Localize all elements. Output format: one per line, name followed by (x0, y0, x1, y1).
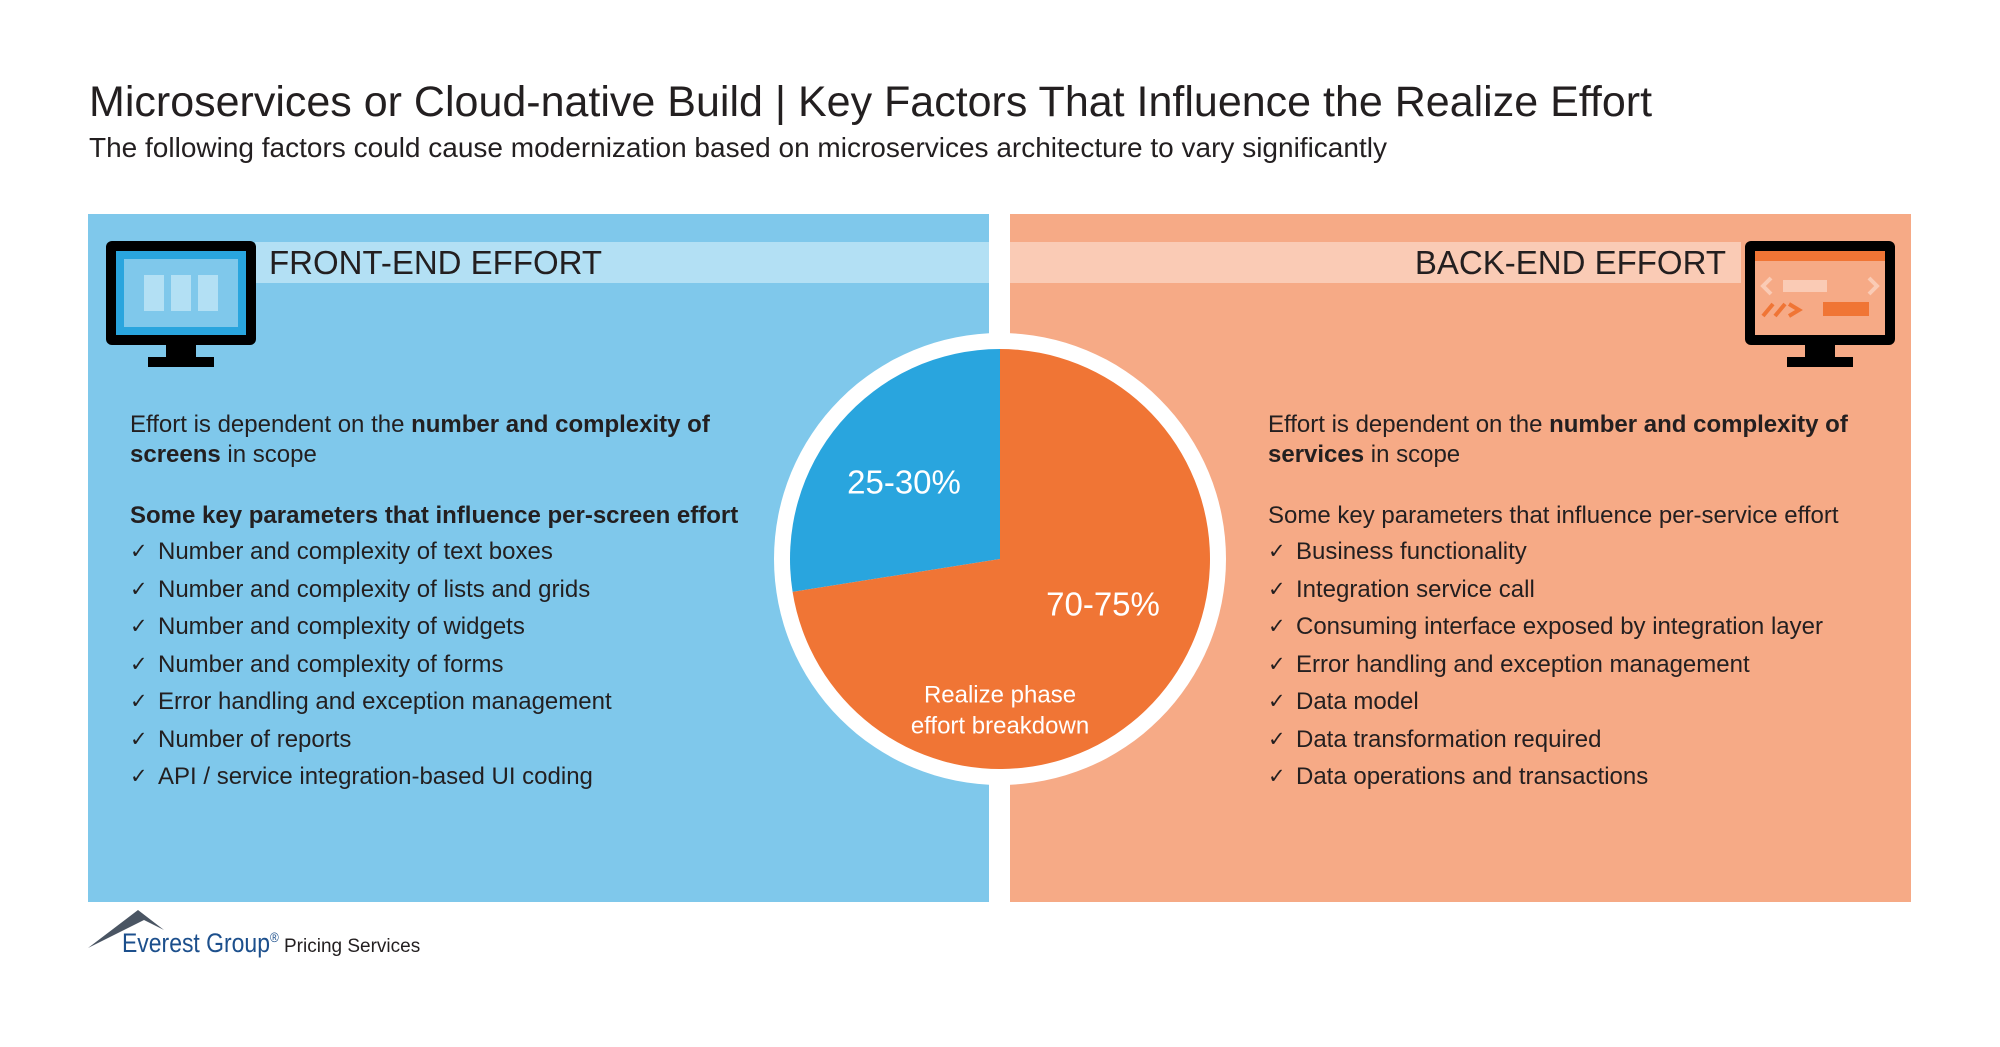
back-end-list: Business functionalityIntegration servic… (1268, 533, 1823, 796)
text: Effort is dependent on the (1268, 411, 1550, 438)
header-band (255, 242, 989, 283)
registered: ® (269, 929, 279, 945)
pie-caption: Realize phase (924, 681, 1076, 708)
emphasis: number and complexity of screens (130, 411, 710, 468)
list-item: Data transformation required (1268, 721, 1823, 759)
monitor-icon (106, 241, 256, 367)
brand: Everest Group (122, 928, 270, 958)
monitor-icon (1745, 241, 1895, 367)
back-end-heading: BACK-END EFFORT (1414, 244, 1726, 281)
text: in scope (220, 441, 317, 468)
list-item: Number and complexity of widgets (130, 608, 612, 646)
list-item: Integration service call (1268, 571, 1823, 609)
emphasis: number and complexity of services (1268, 411, 1848, 468)
list-item: Data model (1268, 683, 1823, 721)
pie-caption: effort breakdown (911, 712, 1089, 739)
list-item: Number of reports (130, 721, 612, 759)
list-item: Consuming interface exposed by integrati… (1268, 608, 1823, 646)
slice-label: 70-75% (1046, 586, 1160, 623)
text: in scope (1364, 441, 1461, 468)
list-item: Business functionality (1268, 533, 1823, 571)
pie-slice (790, 349, 1000, 592)
subtitle: The following factors could cause modern… (89, 132, 1387, 163)
front-end-list: Number and complexity of text boxesNumbe… (130, 533, 612, 796)
front-end-heading: FRONT-END EFFORT (269, 244, 603, 281)
header-band (1010, 242, 1741, 283)
back-end-intro: Effort is dependent on the number and co… (1268, 410, 1868, 470)
list-item: API / service integration-based UI codin… (130, 758, 612, 796)
params-heading: Some key parameters that influence per-s… (1268, 502, 1839, 529)
list-item: Error handling and exception management (1268, 646, 1823, 684)
logo-service: Pricing Services (284, 936, 421, 957)
logo-brand: Everest Group® (122, 928, 279, 959)
list-item: Error handling and exception management (130, 683, 612, 721)
params-heading: Some key parameters that influence per-s… (130, 502, 739, 529)
text: Effort is dependent on the (130, 411, 412, 438)
pie-chart: 25-30% 70-75% Realize phase effort breakdow… (774, 333, 1226, 785)
title: Microservices or Cloud-native Build | Ke… (89, 78, 1653, 126)
list-item: Number and complexity of lists and grids (130, 571, 612, 609)
list-item: Data operations and transactions (1268, 758, 1823, 796)
list-item: Number and complexity of forms (130, 646, 612, 684)
list-item: Number and complexity of text boxes (130, 533, 612, 571)
pie-slice (792, 349, 1210, 770)
slice-label: 25-30% (847, 464, 961, 501)
logo-mark (88, 910, 164, 948)
front-end-intro: Effort is dependent on the number and co… (130, 410, 750, 470)
